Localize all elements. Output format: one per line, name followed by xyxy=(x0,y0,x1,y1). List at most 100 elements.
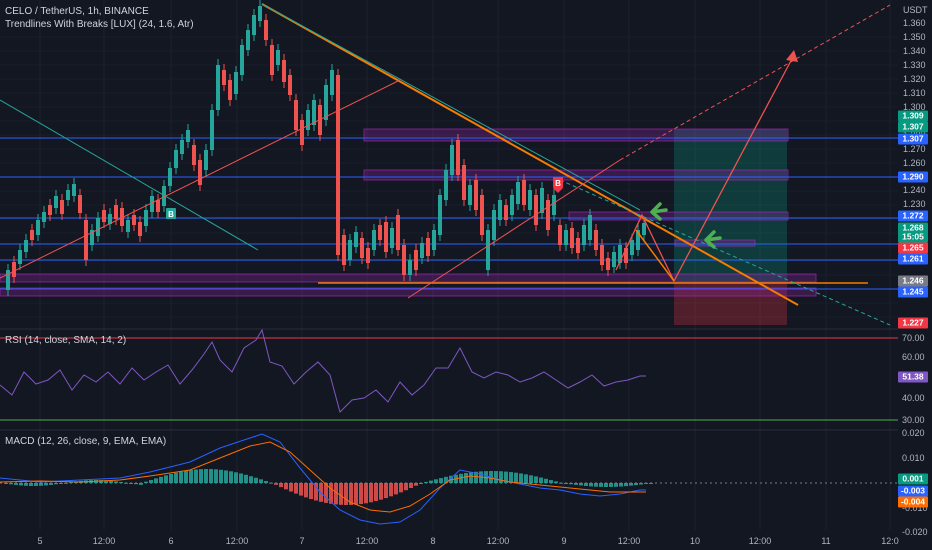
macd-histogram-bar xyxy=(279,483,283,488)
macd-histogram-bar xyxy=(534,476,538,483)
macd-histogram-bar xyxy=(314,483,318,501)
candle xyxy=(150,196,154,212)
candle xyxy=(198,160,202,185)
candle xyxy=(18,250,22,264)
candle xyxy=(24,240,28,252)
candle xyxy=(624,248,628,263)
macd-histogram-bar xyxy=(209,469,213,483)
macd-histogram-bar xyxy=(309,483,313,500)
candle xyxy=(186,130,190,142)
macd-histogram-bar xyxy=(284,483,288,490)
macd-histogram-bar xyxy=(124,482,128,484)
macd-histogram-bar xyxy=(589,483,593,487)
macd-histogram-bar xyxy=(134,483,138,485)
macd-legend[interactable]: MACD (12, 26, close, 9, EMA, EMA) xyxy=(5,436,167,447)
candle xyxy=(546,200,550,230)
rsi-level-70: 70.00 xyxy=(902,333,925,343)
macd-histogram-bar xyxy=(104,480,108,483)
candle xyxy=(288,75,292,95)
price-tick: 1.310 xyxy=(903,87,926,98)
time-tick: 7 xyxy=(299,536,305,546)
candle xyxy=(342,235,346,265)
macd-histogram-bar xyxy=(559,482,563,484)
candle xyxy=(174,150,178,168)
macd-histogram-bar xyxy=(519,473,523,483)
candle xyxy=(42,212,46,222)
macd-histogram-bar xyxy=(409,483,413,489)
red-trendline-projection xyxy=(619,4,891,161)
candle xyxy=(402,245,406,275)
macd-histogram-bar xyxy=(254,477,258,483)
candle xyxy=(432,230,436,250)
macd-histogram-bar xyxy=(629,483,633,486)
candle xyxy=(450,145,454,175)
macd-histogram-bar xyxy=(554,481,558,483)
candle xyxy=(54,196,58,208)
macd-level-0020: 0.020 xyxy=(902,428,925,438)
macd-level-0010: 0.010 xyxy=(902,453,925,463)
macd-line-tag: -0.003 xyxy=(898,485,928,497)
macd-histogram-bar xyxy=(304,483,308,498)
macd-histogram-bar xyxy=(334,483,338,505)
candle xyxy=(66,190,70,200)
candle xyxy=(60,200,64,214)
macd-histogram-bar xyxy=(24,483,28,486)
time-axis[interactable] xyxy=(0,530,898,550)
candle xyxy=(30,230,34,240)
teal-trendline xyxy=(0,99,259,251)
macd-signal-line xyxy=(0,441,646,513)
candle xyxy=(312,100,316,125)
candle xyxy=(336,75,340,255)
candle xyxy=(522,180,526,205)
candle xyxy=(168,168,172,186)
symbol-legend[interactable]: CELO / TetherUS, 1h, BINANCE xyxy=(5,6,149,17)
candle xyxy=(534,195,538,225)
macd-histogram-bar xyxy=(499,471,503,483)
time-tick: 8 xyxy=(430,536,436,546)
candle xyxy=(606,258,610,270)
break-up-marker xyxy=(166,208,176,219)
time-tick: 6 xyxy=(168,536,174,546)
candle xyxy=(576,238,580,253)
candle xyxy=(510,195,514,215)
candle xyxy=(78,195,82,213)
time-tick: 12:00 xyxy=(617,536,641,546)
candle xyxy=(264,20,268,40)
price-tag: 1.307 xyxy=(898,121,928,133)
macd-histogram-bar xyxy=(459,473,463,483)
candle xyxy=(210,110,214,150)
macd-histogram-bar xyxy=(154,478,158,483)
macd-histogram-bar xyxy=(444,476,448,483)
price-tag: 15:05 xyxy=(898,231,928,243)
macd-histogram-bar xyxy=(19,483,23,486)
candle xyxy=(96,218,100,236)
candle xyxy=(228,80,232,100)
time-tick: 9 xyxy=(561,536,567,546)
macd-histogram-bar xyxy=(379,483,383,500)
supply-demand-zone xyxy=(0,287,817,297)
macd-histogram-bar xyxy=(54,483,58,485)
candle xyxy=(246,30,250,50)
candle xyxy=(6,270,10,290)
indicator-legend[interactable]: Trendlines With Breaks [LUX] (24, 1.6, A… xyxy=(5,19,194,30)
price-tag: 1.272 xyxy=(898,210,928,222)
macd-histogram-bar xyxy=(259,479,263,483)
macd-histogram-bar xyxy=(544,478,548,483)
macd-histogram-bar xyxy=(584,483,588,486)
macd-histogram-bar xyxy=(509,472,513,483)
macd-histogram-bar xyxy=(369,483,373,503)
candle xyxy=(348,240,352,260)
macd-histogram-bar xyxy=(469,472,473,483)
rsi-legend[interactable]: RSI (14, close, SMA, 14, 2) xyxy=(5,335,127,346)
break-down-marker xyxy=(553,177,563,188)
candle xyxy=(612,252,616,267)
macd-histogram-bar xyxy=(494,471,498,483)
time-tick: 12:00 xyxy=(355,536,379,546)
candle xyxy=(90,230,94,245)
candle xyxy=(462,165,466,200)
candle xyxy=(498,200,502,220)
price-axis[interactable]: USDT xyxy=(898,0,932,530)
candle xyxy=(108,214,112,224)
price-tag: 1.309 xyxy=(898,110,928,122)
